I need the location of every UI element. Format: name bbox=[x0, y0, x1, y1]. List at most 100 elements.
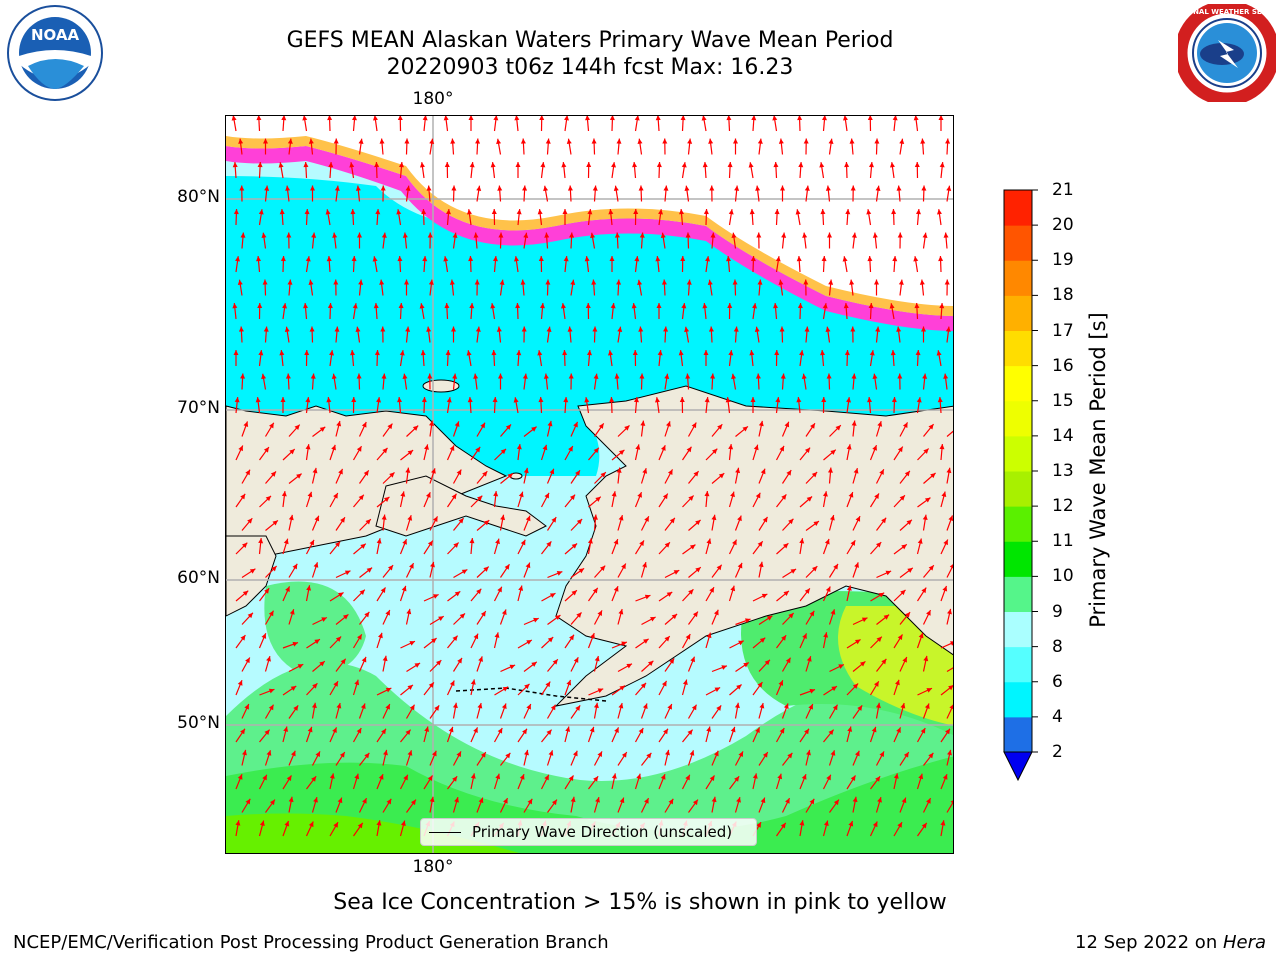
wave-arrow-head bbox=[640, 682, 646, 689]
wave-arrow-head bbox=[822, 303, 828, 309]
wave-arrow-head bbox=[780, 185, 785, 191]
wave-arrow-head bbox=[632, 162, 638, 168]
wave-arrow-head bbox=[459, 613, 466, 619]
wave-arrow-head bbox=[710, 373, 716, 379]
wave-arrow-head bbox=[373, 303, 379, 309]
wave-arrow bbox=[946, 430, 953, 437]
wave-arrow-head bbox=[889, 162, 895, 168]
wave-arrow-head bbox=[290, 750, 296, 757]
chart-subtitle: 20220903 t06z 144h fcst Max: 16.23 bbox=[386, 55, 794, 80]
wave-arrow-head bbox=[232, 162, 238, 168]
wave-arrow-head bbox=[450, 138, 456, 144]
wave-arrow-head bbox=[876, 636, 882, 642]
sea-ice-edge-orange bbox=[226, 136, 953, 316]
wave-arrow-head bbox=[363, 470, 369, 476]
wave-arrow-head bbox=[660, 774, 666, 780]
wave-arrow-head bbox=[879, 751, 885, 757]
wave-arrow-head bbox=[810, 423, 815, 429]
wave-arrow-head bbox=[385, 609, 390, 616]
wave-arrow-head bbox=[284, 326, 290, 333]
wave-arrow-head bbox=[496, 326, 502, 332]
wave-arrow-head bbox=[727, 303, 733, 309]
wave-arrow-head bbox=[595, 496, 601, 502]
wave-arrow-head bbox=[709, 587, 714, 593]
wave-arrow-head bbox=[350, 209, 356, 215]
wave-arrow-head bbox=[728, 209, 734, 215]
wave-arrow-head bbox=[385, 687, 392, 693]
wave-arrow-head bbox=[280, 256, 286, 262]
wave-arrow-head bbox=[681, 303, 687, 309]
wave-arrow-head bbox=[400, 820, 406, 827]
wave-arrow-head bbox=[685, 774, 690, 781]
wave-arrow-head bbox=[831, 686, 837, 692]
wave-arrow-head bbox=[790, 569, 797, 574]
wave-arrow-head bbox=[261, 633, 267, 639]
wave-arrow-head bbox=[755, 727, 760, 733]
wave-arrow-head bbox=[571, 543, 578, 549]
wave-arrow-head bbox=[374, 350, 380, 356]
wave-arrow-head bbox=[456, 469, 462, 476]
wave-arrow-head bbox=[734, 185, 740, 191]
wave-arrow-head bbox=[926, 610, 931, 616]
wave-arrow-head bbox=[586, 350, 592, 356]
wave-arrow-head bbox=[314, 639, 320, 645]
wave-arrow-head bbox=[922, 232, 928, 238]
wave-arrow-head bbox=[571, 590, 577, 596]
wave-arrow-head bbox=[778, 279, 784, 285]
wave-arrow-head bbox=[259, 820, 265, 827]
wave-arrow-head bbox=[731, 373, 737, 380]
legend-label: Primary Wave Direction (unscaled) bbox=[472, 823, 733, 841]
wave-arrow-head bbox=[419, 303, 425, 309]
wave-arrow-head bbox=[600, 472, 606, 478]
wave-arrow-head bbox=[878, 592, 885, 598]
wave-arrow-head bbox=[939, 162, 945, 168]
wave-arrow-head bbox=[949, 564, 953, 569]
wave-arrow bbox=[946, 667, 953, 673]
wave-arrow-head bbox=[669, 658, 675, 664]
wave-arrow-head bbox=[820, 350, 826, 356]
wave-arrow-head bbox=[859, 661, 866, 667]
wave-arrow-head bbox=[483, 520, 490, 526]
wave-arrow-head bbox=[426, 326, 432, 332]
wave-arrow-head bbox=[597, 688, 604, 694]
wave-arrow-head bbox=[785, 657, 791, 664]
wave-arrow-head bbox=[624, 425, 630, 431]
wave-arrow-head bbox=[244, 703, 249, 710]
colorbar-segment bbox=[1004, 365, 1032, 402]
wave-arrow-head bbox=[288, 796, 294, 803]
wave-arrow-head bbox=[329, 350, 335, 356]
wave-arrow-head bbox=[708, 138, 714, 144]
colorbar-segment bbox=[1004, 260, 1032, 296]
wave-arrow-head bbox=[688, 589, 694, 595]
wave-arrow-head bbox=[422, 116, 428, 121]
wave-arrow-head bbox=[234, 397, 240, 403]
wave-arrow-head bbox=[247, 612, 253, 619]
wave-arrow-head bbox=[405, 326, 411, 332]
wave-arrow-head bbox=[704, 397, 710, 403]
wave-arrow-head bbox=[948, 685, 953, 691]
wave-arrow-head bbox=[766, 615, 773, 621]
wave-arrow-head bbox=[355, 185, 361, 191]
wave-arrow-head bbox=[945, 326, 951, 332]
colorbar-tick-label: 4 bbox=[1052, 706, 1063, 727]
wave-arrow-head bbox=[351, 116, 357, 121]
wave-arrow-head bbox=[313, 562, 319, 568]
wave-arrow-head bbox=[356, 373, 362, 379]
wave-arrow-head bbox=[565, 726, 571, 732]
wave-arrow-head bbox=[634, 116, 640, 121]
wave-arrow-head bbox=[351, 256, 357, 262]
wave-arrow-head bbox=[928, 752, 934, 759]
wave-arrow-head bbox=[897, 446, 903, 453]
wave-arrow-head bbox=[918, 773, 924, 780]
wave-arrow-head bbox=[709, 775, 715, 781]
wave-arrow-head bbox=[240, 635, 246, 641]
wave-arrow-head bbox=[632, 350, 638, 356]
lat-label-70n: 70°N bbox=[177, 398, 220, 418]
colorbar-tick-label: 12 bbox=[1052, 496, 1074, 517]
wave-arrow-head bbox=[314, 515, 320, 522]
wave-arrow-head bbox=[550, 704, 556, 711]
colorbar-tick-label: 19 bbox=[1052, 250, 1074, 271]
wave-arrow-head bbox=[737, 562, 743, 569]
wave-arrow-head bbox=[799, 538, 805, 544]
wave-arrow-head bbox=[655, 116, 661, 121]
